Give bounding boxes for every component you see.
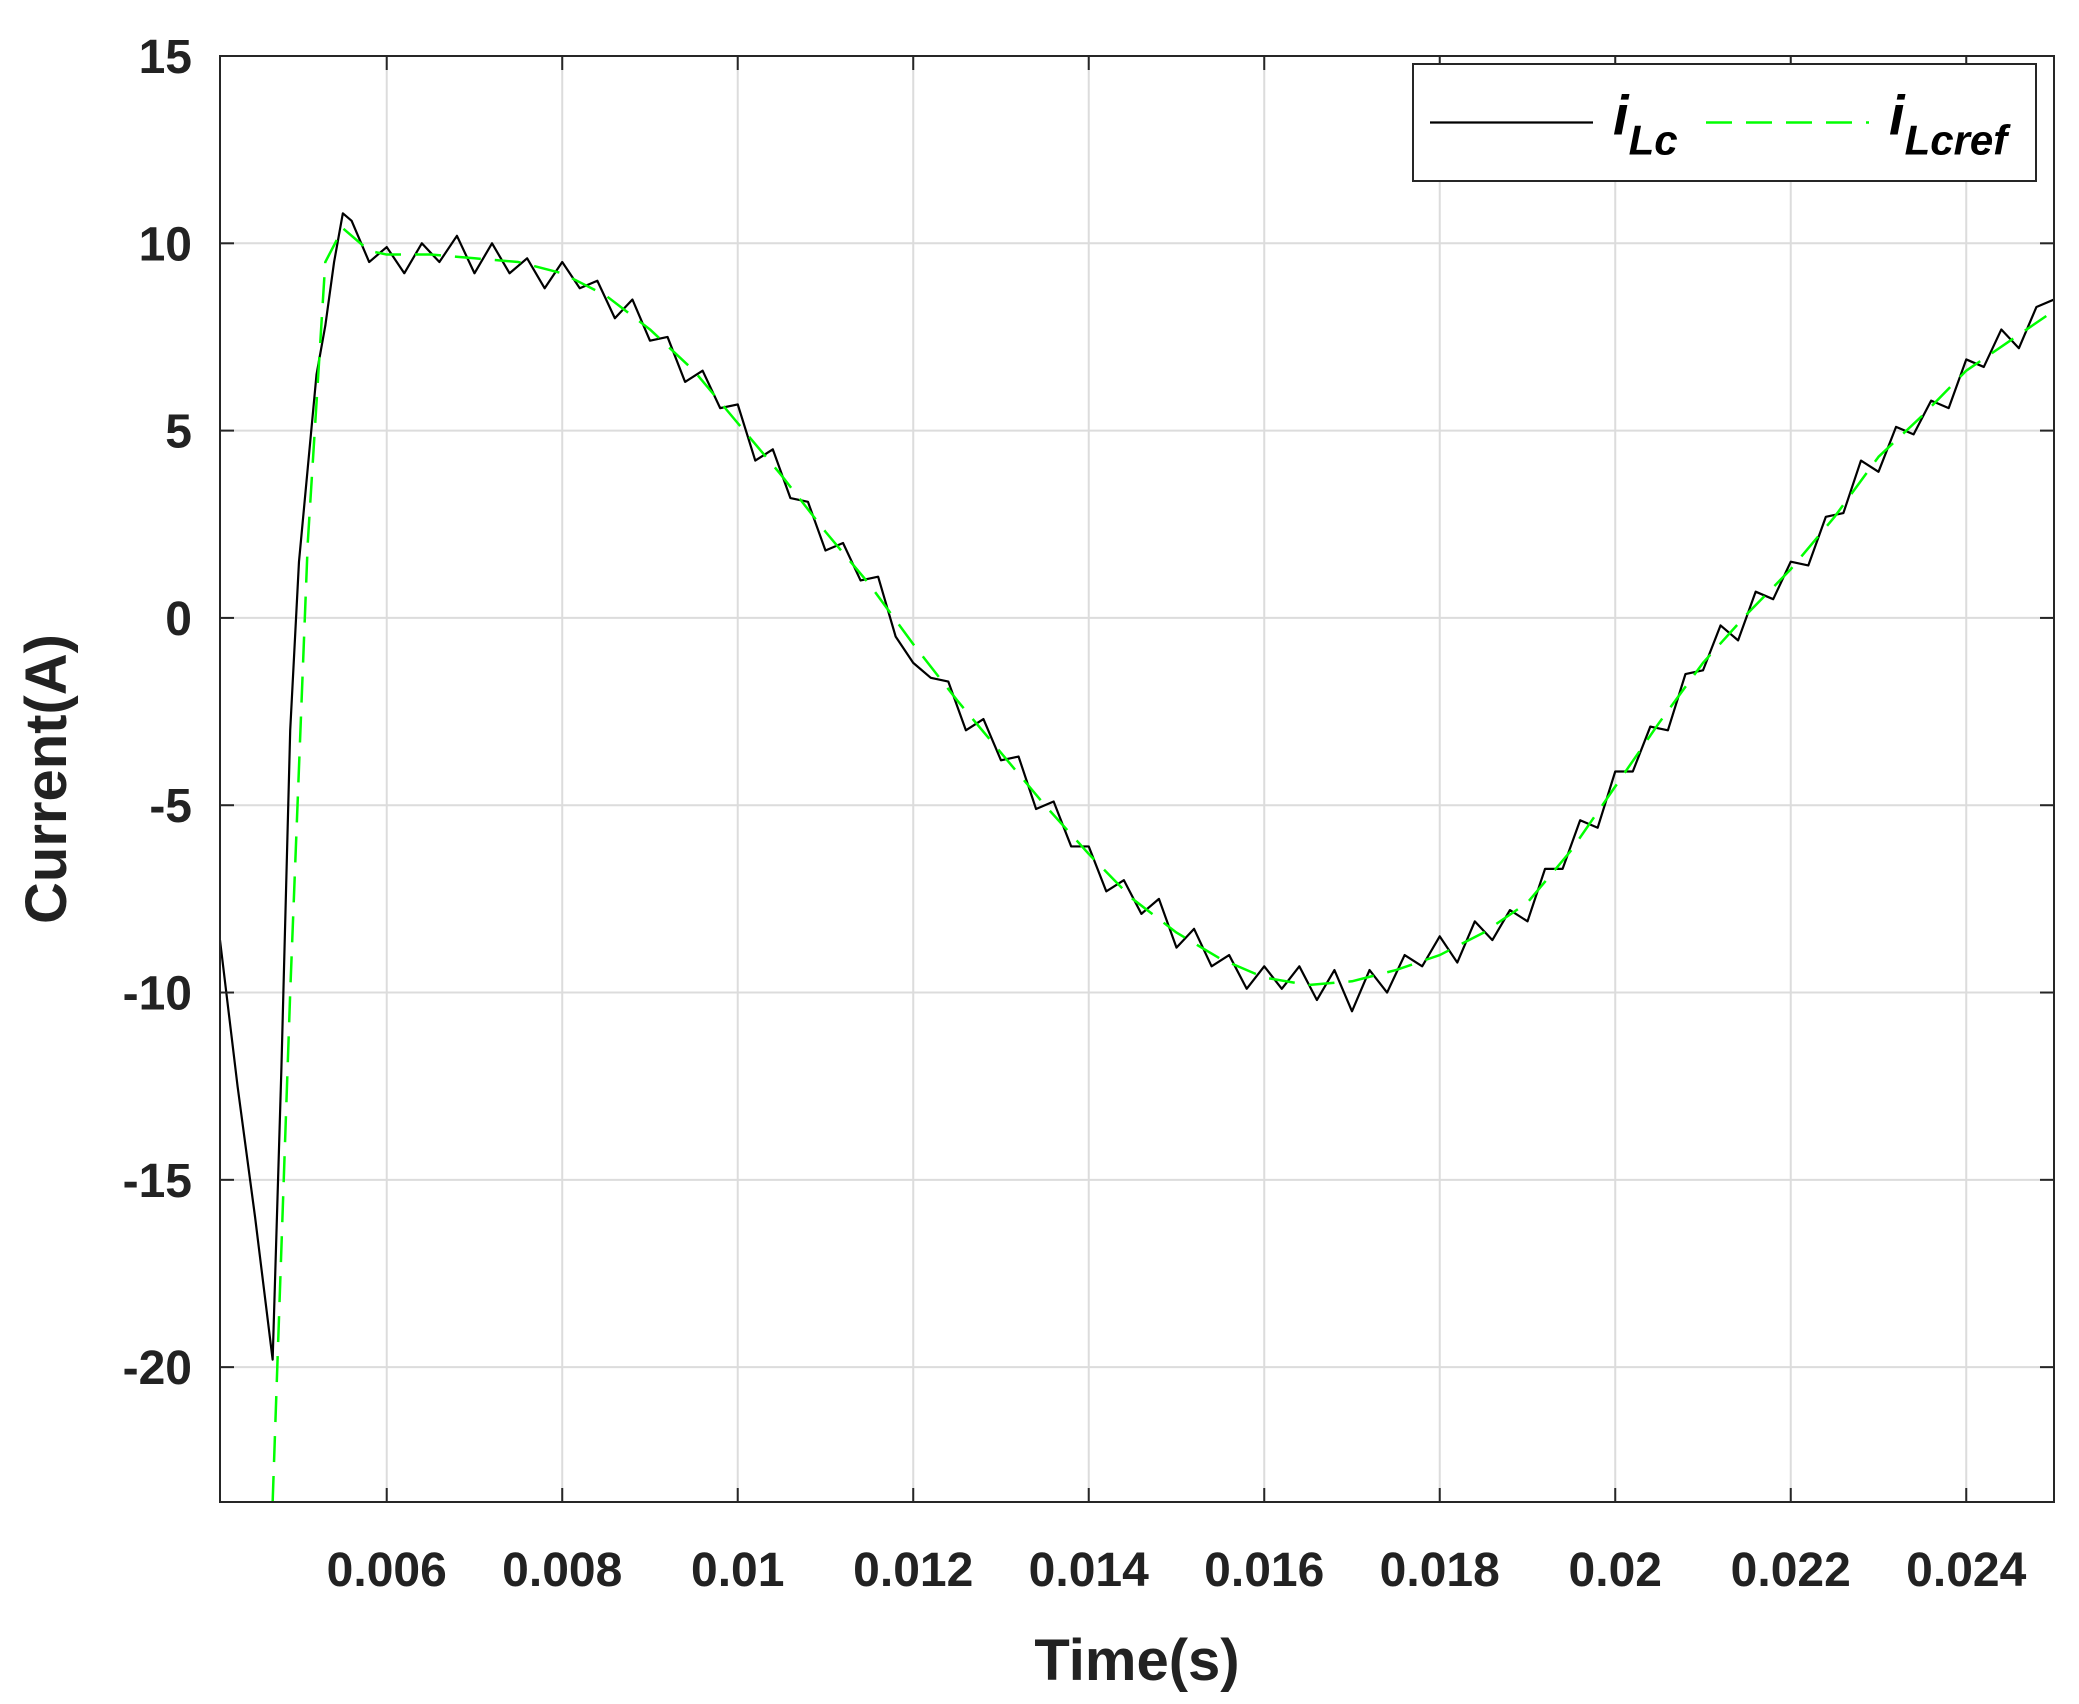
y-tick-label: 5 xyxy=(165,406,192,459)
x-tick-label: 0.01 xyxy=(691,1544,784,1597)
lines xyxy=(220,212,2054,1502)
y-tick-label: -20 xyxy=(123,1342,192,1395)
x-tick-label: 0.02 xyxy=(1569,1544,1662,1597)
x-tick-label: 0.016 xyxy=(1204,1544,1324,1597)
x-tick-label: 0.008 xyxy=(502,1544,622,1597)
y-tick-label: 10 xyxy=(139,218,192,271)
plot-area xyxy=(220,56,2054,1502)
labels: -20 -15 -10 -5 0 5 10 15 0.006 0.008 0.01 0.012 0.01… xyxy=(123,31,2054,1597)
series-line xyxy=(271,227,2054,1502)
y-tick-label: -10 xyxy=(123,968,192,1021)
y-tick-label: -5 xyxy=(149,780,192,833)
plot-frame xyxy=(219,55,2055,1503)
x-tick-label: 0.022 xyxy=(1731,1544,1851,1597)
x-tick-label: 0.018 xyxy=(1380,1544,1500,1597)
x-tick-label: 0.012 xyxy=(853,1544,973,1597)
y-tick-label: 15 xyxy=(139,31,192,84)
legend: iLc iLcref xyxy=(1412,63,2037,182)
x-axis-label: Time(s) xyxy=(1034,1628,1239,1693)
x-tick-label: 0.014 xyxy=(1029,1544,1149,1597)
legend-label: iLc xyxy=(1613,84,1678,164)
y-tick-label: -15 xyxy=(123,1155,192,1208)
y-tick-label: 0 xyxy=(165,593,192,646)
grid xyxy=(220,55,2054,1502)
x-tick-label: 0.024 xyxy=(1906,1544,2026,1597)
series-line xyxy=(220,212,2054,1361)
x-tick-label: 0.006 xyxy=(327,1544,447,1597)
legend-label: iLcref xyxy=(1889,84,2011,164)
y-axis-label: Current(A) xyxy=(14,634,79,924)
